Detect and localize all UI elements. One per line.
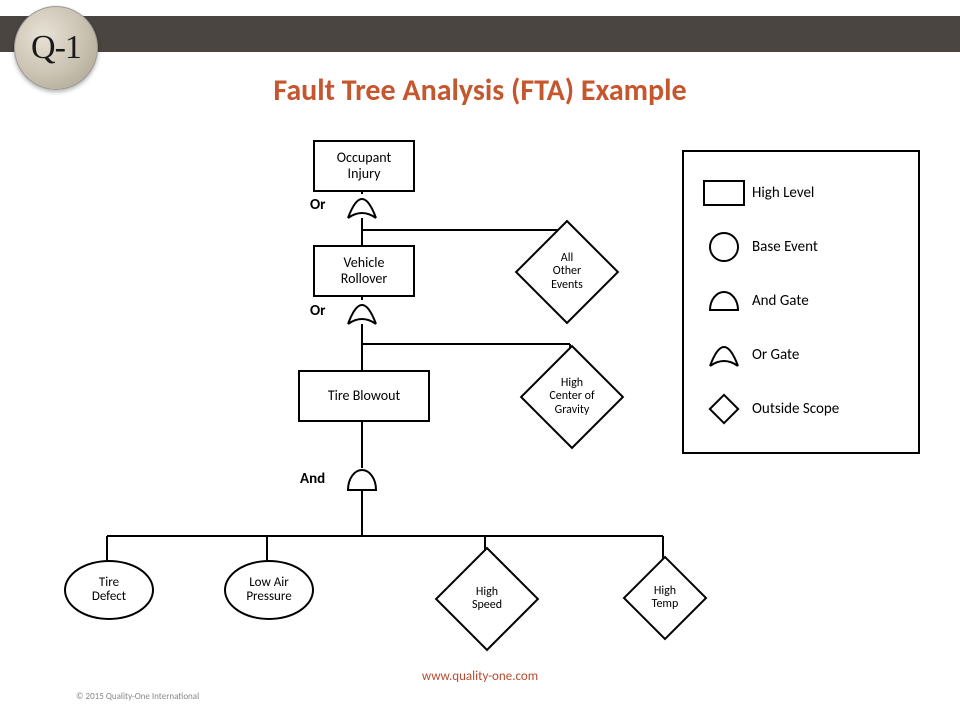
logo-text: Q-1	[31, 29, 81, 67]
circle-icon	[709, 232, 739, 262]
node-tire-defect: TireDefect	[64, 560, 154, 620]
node-all-other-events: AllOtherEvents	[515, 220, 620, 325]
rect-icon	[703, 180, 745, 206]
legend-label: Outside Scope	[752, 400, 839, 418]
node-label: Low AirPressure	[246, 576, 291, 605]
node-high-temp: HighTemp	[623, 556, 708, 641]
gate-label-or1: Or	[310, 196, 325, 214]
legend-item-baseevent: Base Event	[696, 220, 906, 274]
legend-item-outsidescope: Outside Scope	[696, 382, 906, 436]
node-label: HighTemp	[625, 570, 705, 626]
node-label: VehicleRollover	[341, 255, 387, 287]
node-tire-blowout: Tire Blowout	[298, 370, 430, 422]
legend: High Level Base Event And Gate Or Gate O…	[682, 150, 920, 454]
legend-item-andgate: And Gate	[696, 274, 906, 328]
legend-item-highlevel: High Level	[696, 166, 906, 220]
node-label: HighSpeed	[437, 564, 537, 634]
footer-copyright: © 2015 Quality-One International	[76, 691, 199, 702]
legend-label: Or Gate	[752, 346, 799, 364]
legend-label: High Level	[752, 184, 814, 202]
page-title: Fault Tree Analysis (FTA) Example	[0, 72, 960, 109]
node-label: HighCenter ofGravity	[522, 362, 622, 432]
node-label: AllOtherEvents	[517, 237, 617, 307]
footer-url: www.quality-one.com	[0, 669, 960, 684]
node-label: OccupantInjury	[337, 150, 391, 182]
gate-label-or2: Or	[310, 302, 325, 320]
diamond-icon	[707, 392, 741, 426]
node-high-cog: HighCenter ofGravity	[520, 345, 625, 450]
legend-label: Base Event	[752, 238, 818, 256]
node-label: Tire Blowout	[328, 388, 400, 404]
node-vehicle-rollover: VehicleRollover	[313, 245, 415, 297]
node-high-speed: HighSpeed	[435, 547, 540, 652]
header-bar	[0, 16, 960, 52]
or-gate-icon	[708, 342, 740, 368]
and-gate-icon	[708, 290, 740, 312]
node-occupant-injury: OccupantInjury	[313, 140, 415, 192]
gate-label-and: And	[300, 470, 325, 488]
legend-item-orgate: Or Gate	[696, 328, 906, 382]
legend-label: And Gate	[752, 292, 809, 310]
node-label: TireDefect	[92, 576, 126, 605]
node-low-air: Low AirPressure	[224, 560, 314, 620]
